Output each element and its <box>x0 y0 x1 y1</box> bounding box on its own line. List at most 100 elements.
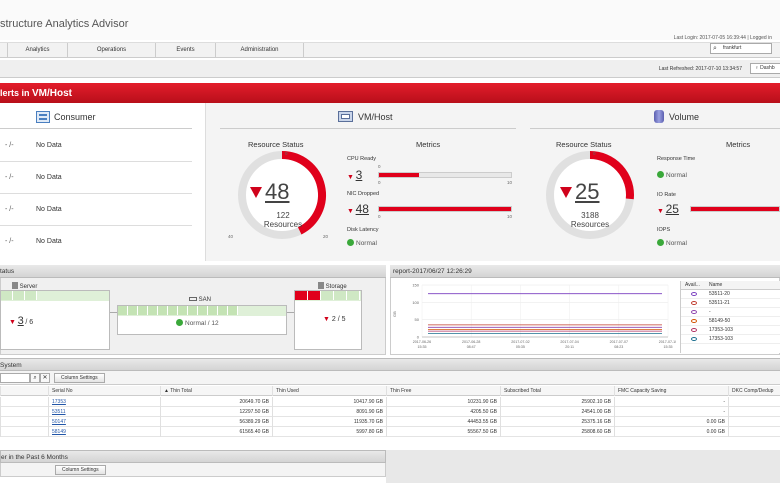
cpu-ready-value[interactable]: ▼ 3 <box>347 168 363 182</box>
alert-icon: ▼ <box>9 319 16 326</box>
connector-line <box>287 312 295 313</box>
cell-fmc: 0.00 GB <box>614 417 728 427</box>
table-row[interactable]: 17353 20649.70 GB 10417.90 GB 10231.90 GB 25… <box>0 397 780 407</box>
serial-no-link[interactable]: 50147 <box>52 419 66 425</box>
column-settings-button[interactable]: Column Settings <box>55 465 106 475</box>
nic-dropped-value[interactable]: ▼ 48 <box>347 202 369 216</box>
alert-icon: ▼ <box>323 316 330 323</box>
legend-item[interactable]: 17353-103 <box>681 326 780 335</box>
cell-thin-free: 10231.90 GB <box>386 397 500 407</box>
vmhost-title: VM/Host <box>358 112 393 122</box>
table-row[interactable]: 53511 12297.50 GB 8091.90 GB 4205.50 GB 2454… <box>0 407 780 417</box>
refresh-bar <box>0 60 780 78</box>
io-rate-bar <box>690 206 780 212</box>
tab-events[interactable]: Events <box>156 43 216 58</box>
server-icon <box>12 282 18 289</box>
san-status: Normal / 12 <box>185 320 219 327</box>
tab-home[interactable] <box>0 43 8 58</box>
empty-panel-area <box>386 450 780 483</box>
cell-subscribed: 24541.00 GB <box>500 407 614 417</box>
table-empty-area <box>0 437 780 447</box>
legend-marker-icon <box>691 319 697 323</box>
filter-search-button[interactable]: ⌕ <box>30 373 40 383</box>
cpu-ready-label: CPU Ready <box>347 156 377 162</box>
legend-header-avail[interactable]: Avail... <box>685 282 700 288</box>
cell-fmc: - <box>614 397 728 407</box>
cell-thin-total: 56389.29 GB <box>160 417 272 427</box>
title-bar <box>0 0 780 40</box>
cell-thin-used: 11935.70 GB <box>272 417 386 427</box>
column-settings-button[interactable]: Column Settings <box>54 373 105 383</box>
tab-operations[interactable]: Operations <box>68 43 156 58</box>
legend-item[interactable]: - <box>681 308 780 317</box>
col-thin-total[interactable]: ▲ Thin Total <box>160 386 272 396</box>
storage-alert-count[interactable]: 2 / 5 <box>331 316 346 323</box>
io-rate-value[interactable]: ▼ 25 <box>657 202 679 216</box>
san-box[interactable]: Normal / 12 <box>117 305 287 335</box>
legend-item[interactable]: 53511-20 <box>681 290 780 299</box>
search-input[interactable]: ⌕ frankfurt <box>710 43 772 54</box>
tab-administration[interactable]: Administration <box>216 43 304 58</box>
alert-icon: ▼ <box>657 208 664 215</box>
divider <box>220 128 516 129</box>
cell-thin-used: 5997.80 GB <box>272 427 386 437</box>
serial-no-link[interactable]: 17353 <box>52 399 66 405</box>
tab-analytics[interactable]: Analytics <box>8 43 68 58</box>
col-subscribed-total[interactable]: Subscribed Total <box>500 386 614 396</box>
vmhost-gauge[interactable] <box>226 151 338 239</box>
table-row[interactable]: 58149 61565.40 GB 5997.80 GB 55567.50 GB 258… <box>0 427 780 437</box>
dashboard-button[interactable]: ♀ Dashb <box>750 63 780 74</box>
volume-title: Volume <box>669 112 700 122</box>
report-chart[interactable]: GB 1501005002017-06-2615:352017-06-2808:… <box>392 279 676 355</box>
iops-label: IOPS <box>657 227 671 233</box>
metrics-label: Metrics <box>416 140 441 149</box>
serial-no-link[interactable]: 53511 <box>52 409 66 415</box>
volume-gauge[interactable] <box>534 151 646 239</box>
y-tick-label: 50 <box>415 317 420 322</box>
storage-box[interactable]: ▼ 2 / 5 <box>294 290 362 350</box>
cell-fmc: 0.00 GB <box>614 427 728 437</box>
filter-input[interactable] <box>0 373 30 383</box>
filter-clear-button[interactable]: ✕ <box>40 373 50 383</box>
consumer-row[interactable]: - /- No Data <box>0 130 192 162</box>
x-tick-time: 08:47 <box>467 345 476 349</box>
legend-item[interactable]: 53511-21 <box>681 299 780 308</box>
disk-latency-status[interactable]: Normal <box>347 239 377 247</box>
consumer-row[interactable]: - /- No Data <box>0 194 192 226</box>
consumer-row[interactable]: - /- No Data <box>0 162 192 194</box>
vmhost-gauge-total: 122 <box>276 211 290 220</box>
cell-thin-free: 44453.55 GB <box>386 417 500 427</box>
divider <box>530 128 780 129</box>
col-serial-no[interactable]: Serial No <box>48 386 160 396</box>
x-tick-date: 2017-07-10 <box>659 340 676 344</box>
cpu-ready-bar <box>378 172 512 178</box>
serial-no-link[interactable]: 58149 <box>52 429 66 435</box>
legend-header-name[interactable]: Name <box>709 282 723 288</box>
legend-item[interactable]: 17353-103 <box>681 335 780 344</box>
x-tick-time: 15:35 <box>664 345 673 349</box>
status-ok-icon <box>176 319 183 326</box>
table-row[interactable]: 50147 56389.29 GB 11935.70 GB 44453.55 GB 25… <box>0 417 780 427</box>
vmhost-icon <box>338 111 353 122</box>
gauge-arc <box>281 151 326 235</box>
cell-dkc <box>728 417 780 427</box>
col-dkc-comp-dedup[interactable]: DKC Comp/Dedup <box>728 386 780 396</box>
response-time-status[interactable]: Normal <box>657 171 687 179</box>
consumer-row[interactable]: - /- No Data <box>5 238 62 245</box>
col-thin-free[interactable]: Thin Free <box>386 386 500 396</box>
legend-marker-icon <box>691 301 697 305</box>
col-fmc-capacity-saving[interactable]: FMC Capacity Saving <box>614 386 728 396</box>
storage-system-header: System <box>0 358 780 371</box>
server-alert-count[interactable]: 3 <box>17 315 24 327</box>
cell-subscribed: 25375.16 GB <box>500 417 614 427</box>
cell-thin-total: 12297.50 GB <box>160 407 272 417</box>
iops-status[interactable]: Normal <box>657 239 687 247</box>
col-thin-used[interactable]: Thin Used <box>272 386 386 396</box>
server-box[interactable]: ▼ 3 / 6 <box>0 290 110 350</box>
cell-dkc <box>728 407 780 417</box>
divider <box>0 128 192 129</box>
consumer-panel: Consumer - /- No Data - /- No Data - /- … <box>0 103 206 261</box>
chart-series <box>428 293 662 334</box>
alert-icon <box>250 187 262 198</box>
legend-item[interactable]: 58149-50 <box>681 317 780 326</box>
